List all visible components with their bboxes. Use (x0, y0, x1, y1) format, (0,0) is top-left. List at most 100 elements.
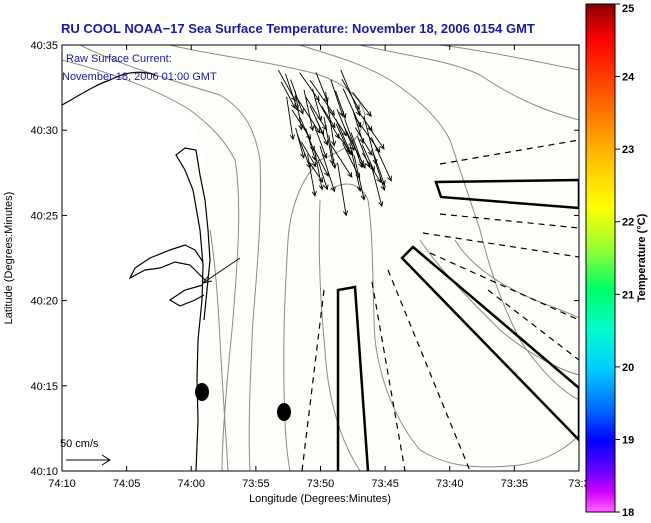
sector-solid (336, 285, 370, 471)
sector-dashed-line (371, 281, 406, 471)
figure-title: RU COOL NOAA−17 Sea Surface Temperature:… (61, 21, 535, 36)
current-vector (350, 132, 364, 167)
current-vector (280, 81, 296, 110)
sector-solid (400, 245, 579, 442)
temperature-colorbar: 25 24 23 22 21 20 19 18 Temperature (°C) (585, 3, 648, 519)
radar-sectors (301, 139, 579, 471)
station-marker (277, 403, 291, 421)
current-vector (330, 144, 353, 178)
x-tick-label: 73:55 (242, 478, 270, 490)
current-vector (328, 135, 337, 170)
sector-dashed-line (439, 139, 579, 165)
current-vector (308, 161, 324, 183)
y-axis-label: Latitude (Degrees:Minutes) (3, 192, 15, 325)
bathy-contour (318, 199, 361, 471)
current-vector (354, 127, 373, 157)
bathy-contour (79, 45, 262, 471)
coastline-main (175, 147, 211, 471)
current-vector (353, 155, 366, 201)
current-vector (336, 134, 354, 157)
sector-dashed-line (439, 213, 579, 229)
bathy-contour (439, 45, 579, 71)
sector-dashed-line (301, 289, 325, 471)
scale-vector (66, 454, 111, 466)
colorbar-label: Temperature (°C) (636, 213, 648, 302)
y-tick-label: 40:25 (30, 210, 58, 222)
y-tick-label: 40:20 (30, 296, 58, 308)
colorbar-tick-label: 22 (622, 217, 634, 229)
bathy-contour (454, 239, 579, 319)
current-vector (341, 78, 360, 111)
current-vector (367, 126, 385, 150)
sector-dashed-line (422, 232, 579, 258)
bathy-contour (419, 239, 579, 376)
x-axis-ticks: 74:10 74:05 74:00 73:55 73:50 73:45 73:40 73:35… (48, 45, 590, 490)
current-vector (303, 89, 315, 132)
map-plot-area: Raw Surface Current: November 18, 2006 0… (60, 44, 580, 472)
scale-label: 50 cm/s (60, 438, 99, 450)
x-tick-label: 73:45 (371, 478, 399, 490)
colorbar-tick-label: 24 (622, 72, 635, 84)
current-vector (317, 100, 340, 140)
sector-dashed-line (387, 269, 471, 471)
y-tick-label: 40:35 (30, 40, 58, 52)
raritan-bay-shore (62, 71, 156, 106)
bathy-contour (329, 183, 579, 468)
colorbar-tick-label: 25 (622, 3, 634, 15)
current-vector (295, 127, 306, 159)
x-tick-label: 74:05 (113, 478, 141, 490)
x-tick-label: 73:50 (307, 478, 335, 490)
y-tick-label: 40:30 (30, 125, 58, 137)
coastline (62, 71, 211, 471)
colorbar-ticks: 25 24 23 22 21 20 19 18 (615, 3, 635, 519)
colorbar-gradient (585, 3, 616, 513)
current-vector (374, 160, 386, 192)
sector-solid (434, 178, 579, 210)
y-tick-label: 40:10 (30, 466, 58, 478)
colorbar-tick-label: 23 (622, 144, 634, 156)
current-vector (352, 92, 372, 117)
y-tick-label: 40:15 (30, 381, 58, 393)
current-vector (335, 90, 347, 120)
current-vector (317, 159, 329, 191)
current-vector (301, 141, 317, 168)
bathy-contour (209, 229, 229, 471)
colorbar-tick-label: 19 (622, 434, 634, 446)
current-label-line1: Raw Surface Current: (66, 53, 172, 65)
current-vector (337, 162, 349, 217)
current-vector (370, 163, 384, 208)
colorbar-tick-label: 18 (622, 507, 634, 518)
bathy-contour (62, 59, 240, 471)
bathy-contour (299, 45, 579, 401)
bathymetry-contours (62, 45, 579, 471)
colorbar-tick-label: 21 (622, 289, 634, 301)
sector-dashed-line (429, 252, 579, 321)
current-vector (314, 150, 324, 191)
surface-current-vectors (277, 69, 392, 217)
sector-dashed-line (487, 289, 579, 361)
current-vector (290, 79, 304, 115)
x-tick-label: 73:40 (436, 478, 464, 490)
land-area (62, 45, 205, 471)
current-vector (319, 145, 336, 193)
inlet-river (128, 244, 206, 281)
current-vector (315, 116, 329, 146)
current-vector (321, 105, 336, 129)
current-vector (313, 124, 328, 159)
x-axis-label: Longitude (Degrees:Minutes) (249, 493, 391, 505)
bathy-contour (359, 45, 579, 121)
current-vector (307, 154, 317, 197)
current-vector (370, 137, 392, 182)
coastal-current-vector (201, 257, 241, 284)
current-vector (286, 96, 295, 141)
x-tick-label: 74:00 (177, 478, 205, 490)
current-vector (299, 72, 320, 102)
y-axis-ticks: 40:35 40:30 40:25 40:20 40:15 40:10 (30, 40, 579, 478)
inlet-river (168, 284, 205, 307)
station-marker (195, 383, 209, 401)
x-tick-label: 73:35 (501, 478, 529, 490)
x-tick-label: 73:3 (568, 478, 589, 490)
colorbar-tick-label: 20 (622, 362, 634, 374)
